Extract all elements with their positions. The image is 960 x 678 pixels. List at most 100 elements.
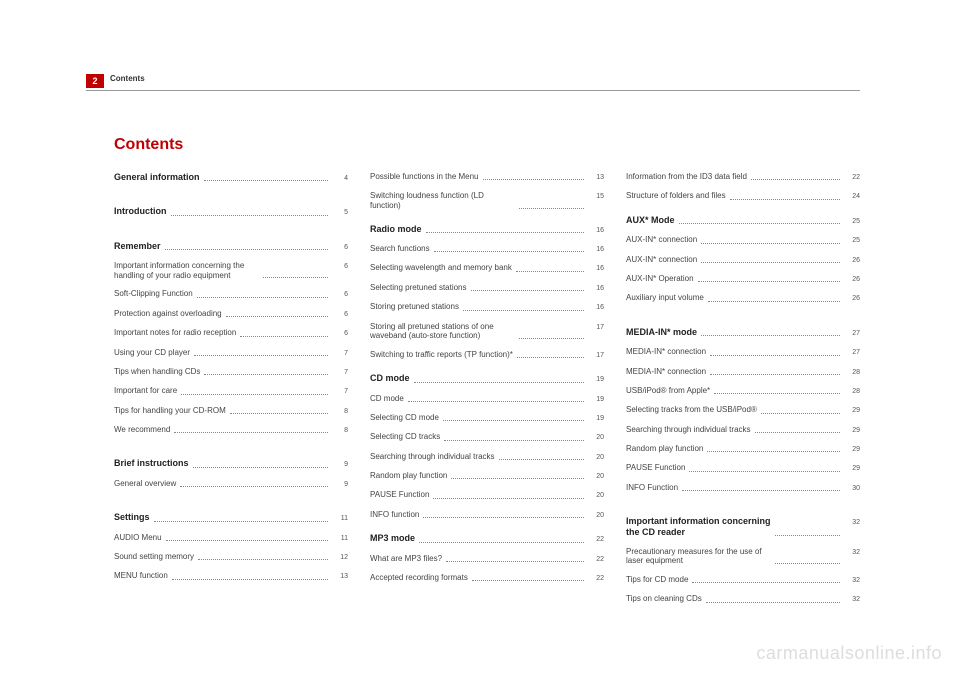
toc-leader-dots bbox=[755, 432, 840, 433]
toc-leader-dots bbox=[679, 223, 840, 224]
toc-item-label: MEDIA-IN* connection bbox=[626, 367, 706, 377]
toc-page-number: 29 bbox=[844, 446, 860, 454]
toc-gap bbox=[114, 192, 348, 206]
toc-leader-dots bbox=[194, 355, 328, 356]
toc-leader-dots bbox=[197, 297, 328, 298]
toc-entry: MEDIA-IN* connection27 bbox=[626, 347, 860, 357]
toc-entry: Tips for CD mode32 bbox=[626, 575, 860, 585]
toc-leader-dots bbox=[708, 301, 840, 302]
toc-leader-dots bbox=[171, 215, 329, 216]
toc-page-number: 11 bbox=[332, 515, 348, 523]
toc-page-number: 8 bbox=[332, 408, 348, 416]
toc-page-number: 19 bbox=[588, 376, 604, 384]
toc-entry: General overview9 bbox=[114, 479, 348, 489]
toc-section-label: Remember bbox=[114, 241, 161, 252]
toc-page-number: 27 bbox=[844, 349, 860, 357]
toc-entry: Important information concerning the han… bbox=[114, 261, 348, 280]
toc-page-number: 32 bbox=[844, 577, 860, 585]
toc-item-label: MENU function bbox=[114, 571, 168, 581]
toc-leader-dots bbox=[426, 232, 584, 233]
toc-page-number: 20 bbox=[588, 434, 604, 442]
header-rule bbox=[86, 90, 860, 91]
toc-entry: Searching through individual tracks29 bbox=[626, 425, 860, 435]
toc-entry: MEDIA-IN* mode27 bbox=[626, 327, 860, 338]
toc-leader-dots bbox=[519, 338, 584, 339]
toc-entry: General information 4 bbox=[114, 172, 348, 183]
toc-entry: Tips on cleaning CDs32 bbox=[626, 594, 860, 604]
toc-section-label: General information bbox=[114, 172, 200, 183]
toc-entry: Selecting pretuned stations16 bbox=[370, 283, 604, 293]
toc-page-number: 26 bbox=[844, 295, 860, 303]
toc-item-label: General overview bbox=[114, 479, 176, 489]
toc-section-label: Important information concerning the CD … bbox=[626, 516, 771, 538]
toc-entry: Using your CD player7 bbox=[114, 348, 348, 358]
toc-page-number: 29 bbox=[844, 465, 860, 473]
toc-leader-dots bbox=[230, 413, 328, 414]
toc-entry: PAUSE Function20 bbox=[370, 490, 604, 500]
toc-leader-dots bbox=[174, 432, 328, 433]
toc-page-number: 29 bbox=[844, 407, 860, 415]
toc-leader-dots bbox=[172, 579, 328, 580]
toc-entry: Selecting tracks from the USB/iPod® 29 bbox=[626, 405, 860, 415]
toc-entry: PAUSE Function29 bbox=[626, 463, 860, 473]
toc-page-number: 29 bbox=[844, 427, 860, 435]
toc-leader-dots bbox=[706, 602, 840, 603]
toc-page-number: 9 bbox=[332, 461, 348, 469]
toc-entry: Random play function29 bbox=[626, 444, 860, 454]
toc-entry: Switching to traffic reports (TP functio… bbox=[370, 350, 604, 360]
toc-entry: Important notes for radio reception6 bbox=[114, 328, 348, 338]
toc-item-label: Precautionary measures for the use of la… bbox=[626, 547, 771, 566]
toc-leader-dots bbox=[263, 277, 328, 278]
toc-gap bbox=[626, 313, 860, 327]
toc-item-label: We recommend bbox=[114, 425, 170, 435]
toc-leader-dots bbox=[433, 498, 584, 499]
toc-entry: Precautionary measures for the use of la… bbox=[626, 547, 860, 566]
toc-page-number: 19 bbox=[588, 396, 604, 404]
toc-section-label: MP3 mode bbox=[370, 533, 415, 544]
toc-entry: Searching through individual tracks20 bbox=[370, 452, 604, 462]
toc-leader-dots bbox=[682, 490, 840, 491]
toc-leader-dots bbox=[419, 542, 584, 543]
toc-item-label: Protection against overloading bbox=[114, 309, 222, 319]
toc-leader-dots bbox=[154, 521, 328, 522]
toc-page-number: 22 bbox=[588, 575, 604, 583]
toc-item-label: Soft-Clipping Function bbox=[114, 289, 193, 299]
toc-item-label: Important for care bbox=[114, 386, 177, 396]
toc-page-number: 5 bbox=[332, 209, 348, 217]
toc-leader-dots bbox=[692, 582, 840, 583]
toc-item-label: CD mode bbox=[370, 394, 404, 404]
toc-item-label: Structure of folders and files bbox=[626, 191, 726, 201]
toc-page-number: 12 bbox=[332, 554, 348, 562]
toc-page-number: 28 bbox=[844, 388, 860, 396]
toc-item-label: Storing all pretuned stations of one wav… bbox=[370, 322, 515, 341]
toc-leader-dots bbox=[471, 290, 584, 291]
toc-entry: Switching loudness function (LD function… bbox=[370, 191, 604, 210]
toc-entry: MP3 mode22 bbox=[370, 533, 604, 544]
toc-page-number: 22 bbox=[844, 174, 860, 182]
toc-section-label: CD mode bbox=[370, 373, 410, 384]
toc-page-number: 7 bbox=[332, 350, 348, 358]
toc-leader-dots bbox=[451, 478, 584, 479]
toc-leader-dots bbox=[166, 540, 328, 541]
toc-entry: Information from the ID3 data field22 bbox=[626, 172, 860, 182]
toc-leader-dots bbox=[463, 310, 584, 311]
toc-leader-dots bbox=[180, 486, 328, 487]
toc-entry: CD mode 19 bbox=[370, 373, 604, 384]
toc-leader-dots bbox=[761, 413, 840, 414]
toc-item-label: Auxiliary input volume bbox=[626, 293, 704, 303]
toc-item-label: Selecting CD tracks bbox=[370, 432, 440, 442]
toc-page-number: 4 bbox=[332, 175, 348, 183]
toc-entry: Radio mode16 bbox=[370, 224, 604, 235]
toc-columns: General information4Introduction5Remembe… bbox=[114, 172, 860, 614]
toc-item-label: AUX-IN* Operation bbox=[626, 274, 694, 284]
toc-entry: MEDIA-IN* connection28 bbox=[626, 367, 860, 377]
toc-entry: AUX-IN* Operation26 bbox=[626, 274, 860, 284]
toc-item-label: Selecting tracks from the USB/iPod® bbox=[626, 405, 757, 415]
toc-page-number: 6 bbox=[332, 311, 348, 319]
toc-item-label: Switching to traffic reports (TP functio… bbox=[370, 350, 513, 360]
toc-page-number: 6 bbox=[332, 263, 348, 271]
toc-entry: Protection against overloading 6 bbox=[114, 309, 348, 319]
toc-entry: Settings11 bbox=[114, 512, 348, 523]
toc-item-label: Searching through individual tracks bbox=[370, 452, 495, 462]
page-title: Contents bbox=[114, 136, 183, 154]
